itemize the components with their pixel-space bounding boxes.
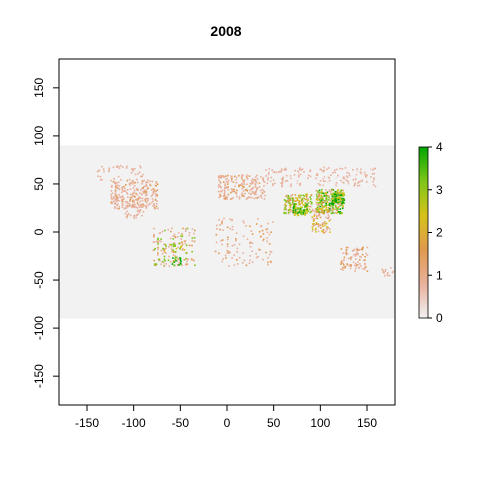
legend-tick-label: 0 [436,311,443,325]
y-tick-label: 0 [32,228,46,235]
x-tick-label: -150 [75,416,99,430]
x-tick-label: -100 [122,416,146,430]
y-tick-label: 100 [32,126,46,146]
raster-cells [96,164,395,277]
y-tick-label: 150 [32,78,46,98]
x-tick-label: -50 [172,416,190,430]
x-axis: -150 -100 -50 0 50 100 150 [75,404,377,430]
legend-tick-label: 1 [436,268,443,282]
y-tick-label: -100 [32,316,46,340]
raster-layer [59,145,395,319]
map-title: 2008 [210,23,241,39]
legend-tick-label: 2 [436,226,443,240]
legend-tick-label: 4 [436,140,443,154]
color-legend: 0 1 2 3 4 [418,140,443,325]
y-tick-label: -150 [32,364,46,388]
y-tick-label: -50 [32,271,46,289]
legend-tick-label: 3 [436,183,443,197]
y-tick-label: 50 [32,177,46,191]
raster-background [59,145,395,319]
x-tick-label: 0 [224,416,231,430]
x-tick-label: 100 [310,416,330,430]
y-axis: -150 -100 -50 0 50 100 150 [32,78,60,388]
x-tick-label: 150 [357,416,377,430]
x-tick-label: 50 [267,416,281,430]
legend-colorbar [418,146,429,319]
